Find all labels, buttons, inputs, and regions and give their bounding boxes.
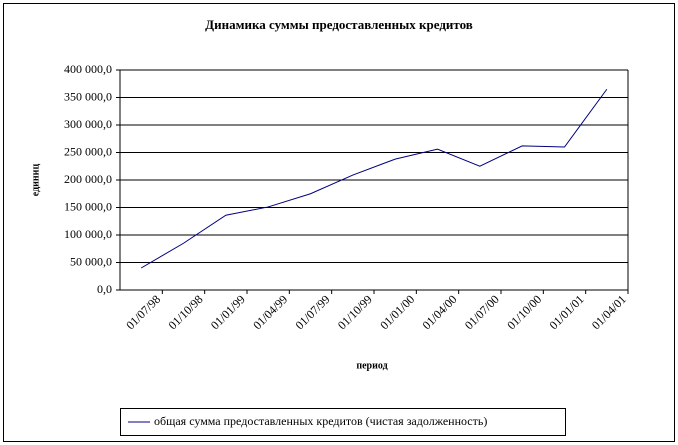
y-axis-label: единиц	[30, 164, 41, 197]
legend-label: общая сумма предоставленных кредитов (чи…	[154, 414, 487, 428]
legend	[120, 408, 566, 436]
chart-border	[3, 3, 675, 442]
y-tick-label: 0,0	[97, 282, 112, 296]
y-tick-label: 350 000,0	[64, 89, 112, 103]
y-tick-label: 100 000,0	[64, 227, 112, 241]
x-axis-label: период	[356, 360, 387, 371]
y-tick-label: 200 000,0	[64, 172, 112, 186]
y-tick-label: 300 000,0	[64, 117, 112, 131]
chart-title: Динамика суммы предоставленных кредитов	[205, 17, 473, 32]
y-tick-label: 400 000,0	[64, 62, 112, 76]
y-tick-label: 50 000,0	[70, 254, 112, 268]
y-tick-label: 250 000,0	[64, 144, 112, 158]
y-tick-label: 150 000,0	[64, 199, 112, 213]
line	[140, 88, 608, 269]
